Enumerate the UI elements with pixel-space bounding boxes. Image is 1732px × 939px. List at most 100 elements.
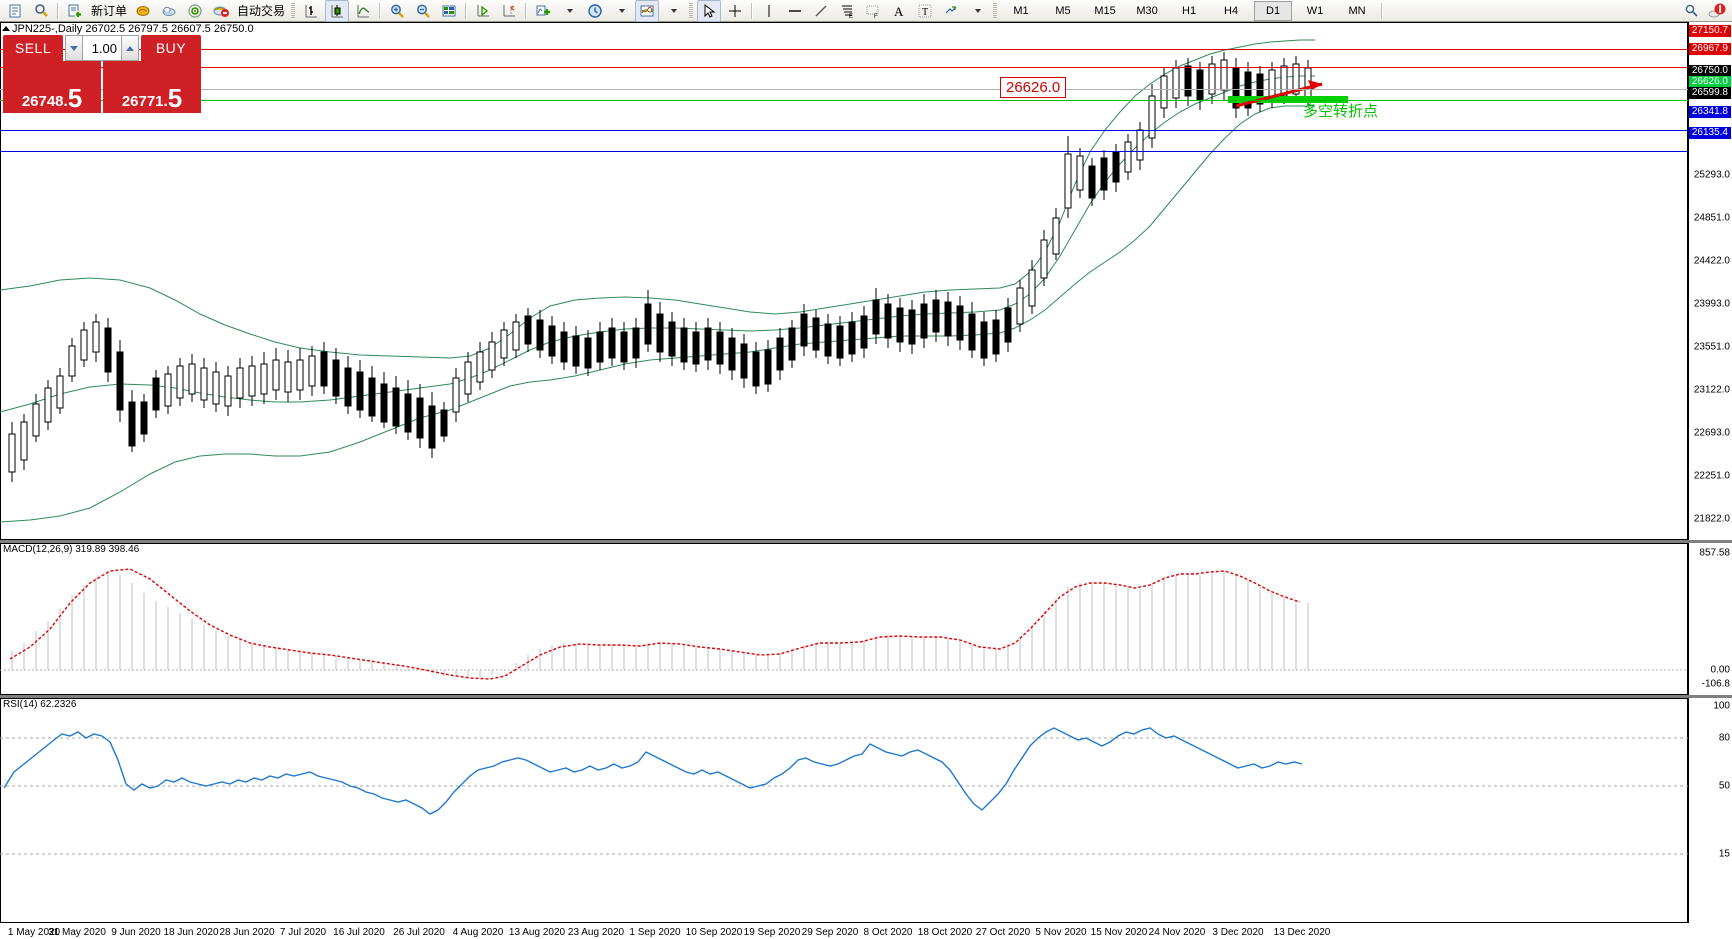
cloud-icon[interactable] bbox=[157, 0, 181, 22]
buy-price-separator: . bbox=[163, 93, 168, 110]
close-price-line bbox=[0, 89, 1688, 90]
timeframe-h4[interactable]: H4 bbox=[1224, 4, 1239, 17]
period-separator-icon[interactable] bbox=[583, 0, 607, 22]
date-axis[interactable]: 1 May 2020 31 May 2020 9 Jun 2020 18 Jun… bbox=[0, 923, 1688, 939]
buy-price-display[interactable]: 26771 . 5 bbox=[103, 61, 201, 113]
price-tag-support-blue-1: 26341.8 bbox=[1688, 106, 1731, 118]
buy-button[interactable]: BUY bbox=[141, 35, 201, 61]
resistance-line-lower[interactable] bbox=[0, 67, 1688, 68]
expert-advisors-icon[interactable] bbox=[131, 0, 155, 22]
toolbar-grip[interactable] bbox=[291, 2, 296, 19]
view-profiles-icon[interactable] bbox=[29, 0, 53, 22]
line-chart-icon[interactable] bbox=[351, 0, 375, 22]
one-click-trading-panel[interactable]: SELL 1.00 BUY 26748 . 5 26771 . 5 bbox=[3, 35, 201, 113]
autotrading-icon[interactable] bbox=[209, 0, 233, 22]
chevron-down-icon[interactable] bbox=[609, 0, 633, 22]
auto-scroll-icon[interactable] bbox=[471, 0, 495, 22]
indicators-icon[interactable] bbox=[531, 0, 555, 22]
crosshair-icon[interactable] bbox=[723, 0, 747, 22]
pane-splitter-rsi[interactable] bbox=[0, 695, 1732, 698]
toolbar-right-group bbox=[1678, 0, 1730, 22]
rsi-pane[interactable]: RSI(14) 62.2326 100 80 50 15 bbox=[0, 698, 1732, 923]
timeframe-h1[interactable]: H1 bbox=[1182, 4, 1197, 17]
cursor-icon[interactable] bbox=[697, 0, 722, 22]
volume-increase-button[interactable] bbox=[121, 35, 139, 61]
text-box-icon[interactable]: T bbox=[913, 0, 937, 22]
chinese-annotation[interactable]: 多空转折点 bbox=[1303, 103, 1379, 120]
volume-stepper[interactable]: 1.00 bbox=[65, 35, 139, 61]
new-order-icon[interactable] bbox=[63, 0, 87, 22]
arrows-icon[interactable] bbox=[939, 0, 963, 22]
horizontal-line-icon[interactable] bbox=[783, 0, 807, 22]
price-pane[interactable]: JPN225-,Daily 26702.5 26797.5 26607.5 26… bbox=[0, 22, 1732, 540]
support-line-blue-2[interactable] bbox=[0, 151, 1688, 152]
volume-decrease-button[interactable] bbox=[65, 35, 83, 61]
timeframe-m15[interactable]: M15 bbox=[1094, 4, 1116, 17]
support-line-blue-1[interactable] bbox=[0, 130, 1688, 131]
price-annotation-label[interactable]: 26626.0 bbox=[1000, 77, 1067, 98]
chart-window[interactable]: JPN225-,Daily 26702.5 26797.5 26607.5 26… bbox=[0, 22, 1732, 939]
bollinger-middle-band bbox=[0, 75, 1315, 413]
timeframe-d1[interactable]: D1 bbox=[1254, 0, 1293, 21]
date-tick: 18 Oct 2020 bbox=[917, 927, 973, 938]
vertical-line-icon[interactable] bbox=[757, 0, 781, 22]
pane-splitter-macd[interactable] bbox=[0, 540, 1732, 543]
chevron-down-icon[interactable] bbox=[557, 0, 581, 22]
volume-input[interactable]: 1.00 bbox=[83, 35, 121, 61]
date-tick: 27 Oct 2020 bbox=[975, 927, 1031, 938]
price-tick: 25293.0 bbox=[1693, 169, 1730, 181]
price-tick: 23993.0 bbox=[1693, 298, 1730, 310]
support-line-green[interactable] bbox=[0, 100, 1688, 101]
chart-collapse-icon[interactable] bbox=[2, 26, 10, 31]
zoom-out-icon[interactable] bbox=[411, 0, 435, 22]
macd-tick-max: 857.58 bbox=[1699, 547, 1730, 559]
toolbar-grip[interactable] bbox=[689, 2, 694, 19]
price-tick: 24422.0 bbox=[1693, 255, 1730, 267]
bar-chart-icon[interactable] bbox=[299, 0, 323, 22]
toolbar-separator bbox=[1381, 2, 1384, 19]
bollinger-lower-band bbox=[0, 105, 1315, 523]
rsi-tick-100: 100 bbox=[1713, 700, 1730, 712]
svg-text:A: A bbox=[894, 4, 904, 19]
chevron-down-icon[interactable] bbox=[965, 0, 989, 22]
date-tick: 28 Jun 2020 bbox=[219, 927, 275, 938]
price-tick: 22693.0 bbox=[1693, 427, 1730, 439]
timeframe-w1[interactable]: W1 bbox=[1306, 4, 1324, 17]
candlestick-chart-icon[interactable] bbox=[325, 0, 350, 22]
signals-icon[interactable] bbox=[183, 0, 207, 22]
toolbar-grip[interactable] bbox=[993, 2, 998, 19]
buy-price-fraction: 5 bbox=[167, 82, 183, 113]
text-label-icon[interactable]: A bbox=[887, 0, 911, 22]
price-tag-support-green: 26626.0 bbox=[1688, 76, 1731, 88]
resistance-line-upper[interactable] bbox=[0, 49, 1688, 50]
sell-price-display[interactable]: 26748 . 5 bbox=[3, 61, 101, 113]
sell-button[interactable]: SELL bbox=[3, 35, 63, 61]
macd-pane[interactable]: MACD(12,26,9) 319.89 398.46 bbox=[0, 543, 1732, 695]
date-tick: 18 Jun 2020 bbox=[163, 927, 219, 938]
price-tag-resistance-2: 26967.9 bbox=[1688, 43, 1731, 55]
autotrading-label[interactable]: 自动交易 bbox=[237, 3, 286, 18]
new-chart-icon[interactable] bbox=[3, 0, 27, 22]
text-icon[interactable]: F bbox=[861, 0, 885, 22]
chart-shift-icon[interactable] bbox=[497, 0, 521, 22]
data-window-icon[interactable] bbox=[437, 0, 461, 22]
zoom-in-icon[interactable] bbox=[385, 0, 409, 22]
templates-icon[interactable] bbox=[635, 0, 660, 22]
timeframe-m30[interactable]: M30 bbox=[1136, 4, 1158, 17]
alerts-icon[interactable] bbox=[1705, 0, 1729, 22]
main-toolbar: 新订单 自动交易 bbox=[0, 0, 1732, 22]
macd-title: MACD(12,26,9) 319.89 398.46 bbox=[3, 544, 140, 555]
price-tick: 23551.0 bbox=[1693, 341, 1730, 353]
timeframe-m1[interactable]: M1 bbox=[1013, 4, 1029, 17]
chevron-down-icon[interactable] bbox=[661, 0, 685, 22]
fibonacci-icon[interactable]: E bbox=[835, 0, 859, 22]
date-tick: 13 Dec 2020 bbox=[1273, 927, 1331, 938]
trend-arrow bbox=[1235, 80, 1323, 108]
timeframe-m5[interactable]: M5 bbox=[1055, 4, 1071, 17]
timeframe-mn[interactable]: MN bbox=[1348, 4, 1366, 17]
date-tick: 3 Dec 2020 bbox=[1212, 927, 1264, 938]
search-icon[interactable] bbox=[1679, 0, 1703, 22]
new-order-label[interactable]: 新订单 bbox=[91, 3, 128, 18]
trendline-icon[interactable] bbox=[809, 0, 833, 22]
price-axis[interactable]: 25722.0 25293.0 24851.0 24422.0 23993.0 … bbox=[1688, 22, 1732, 540]
